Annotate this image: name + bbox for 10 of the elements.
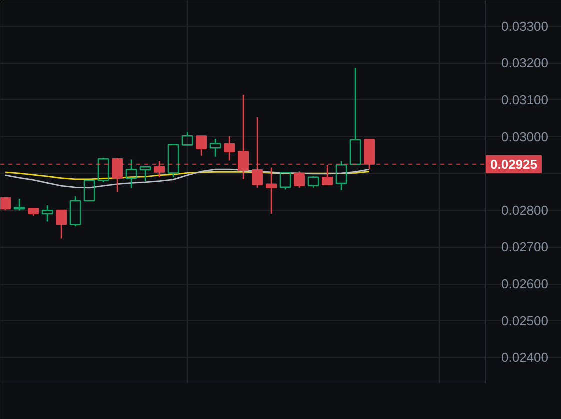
y-tick-label: 0.03300 (502, 18, 548, 34)
y-tick-label: 0.02800 (502, 202, 548, 218)
y-tick-label: 0.02500 (502, 313, 548, 328)
y-tick-label: 0.02600 (502, 276, 548, 292)
y-tick-label: 0.03000 (502, 129, 548, 144)
ref-line-label: 0.02925 (490, 156, 538, 172)
y-tick-label: 0.02400 (502, 350, 548, 366)
y-tick-label: 0.03100 (502, 92, 548, 108)
y-tick-label: 0.03200 (502, 56, 548, 71)
y-tick-label: 0.02700 (502, 240, 548, 255)
